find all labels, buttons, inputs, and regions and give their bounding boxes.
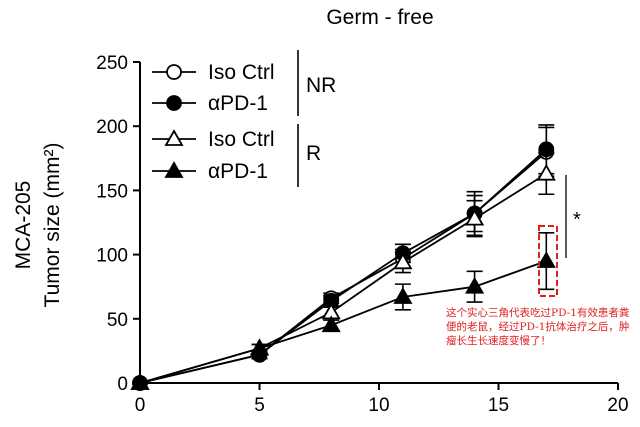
legend: Iso Ctrl αPD-1 Iso Ctrl αPD-1 NR R — [152, 50, 336, 187]
x-tick-label-20: 20 — [607, 395, 628, 416]
x-tick-label-10: 10 — [368, 395, 389, 416]
series-line — [139, 148, 547, 384]
y-axis-label-line2: Tumor size (mm²) — [41, 143, 64, 308]
series-line — [139, 151, 547, 384]
annotation-note: 这个实心三角代表吃过PD-1有效患者粪便的老鼠，经过PD-1抗体治疗之后，肿瘤长… — [446, 307, 630, 347]
legend-marker — [164, 161, 184, 178]
y-tick-label-50: 50 — [107, 310, 128, 331]
legend-label: αPD-1 — [208, 92, 268, 115]
y-axis-label: MCA-205 Tumor size (mm²) — [12, 143, 64, 308]
y-tick-label-250: 250 — [96, 53, 128, 74]
significance-star: * — [573, 209, 581, 231]
legend-marker — [166, 64, 182, 80]
data-point — [393, 252, 413, 270]
series-layer — [130, 124, 556, 391]
legend-label: αPD-1 — [208, 160, 268, 183]
legend-label: Iso Ctrl — [208, 61, 275, 84]
series-line — [139, 260, 547, 384]
data-point — [465, 276, 485, 294]
x-tick-label-0: 0 — [135, 395, 146, 416]
legend-group-label-nr: NR — [306, 74, 336, 97]
series-NR-circle-filled — [132, 124, 555, 391]
series-R-triangle-filled — [130, 231, 556, 390]
data-point — [536, 251, 556, 268]
x-tick-label-5: 5 — [254, 395, 265, 416]
y-tick-label-150: 150 — [96, 181, 128, 202]
series-R-triangle-open — [130, 152, 556, 390]
legend-group-label-r: R — [306, 142, 321, 165]
y-axis-label-line1: MCA-205 — [12, 181, 35, 270]
data-point — [130, 373, 150, 390]
y-tick-label-100: 100 — [96, 246, 128, 267]
x-tick-label-15: 15 — [488, 395, 509, 416]
data-point — [321, 315, 341, 333]
legend-marker — [164, 129, 184, 146]
data-point — [465, 208, 485, 226]
y-tick-label-200: 200 — [96, 117, 128, 138]
chart-title: Germ - free — [326, 6, 433, 29]
data-point — [249, 338, 270, 356]
data-point — [393, 287, 413, 304]
legend-label: Iso Ctrl — [208, 128, 275, 151]
highlight-box — [538, 225, 558, 297]
significance-marker: * — [565, 175, 581, 258]
series-NR-circle-open — [132, 126, 555, 391]
y-tick-label-0: 0 — [117, 374, 128, 395]
legend-marker — [166, 95, 182, 111]
data-point — [536, 163, 556, 181]
